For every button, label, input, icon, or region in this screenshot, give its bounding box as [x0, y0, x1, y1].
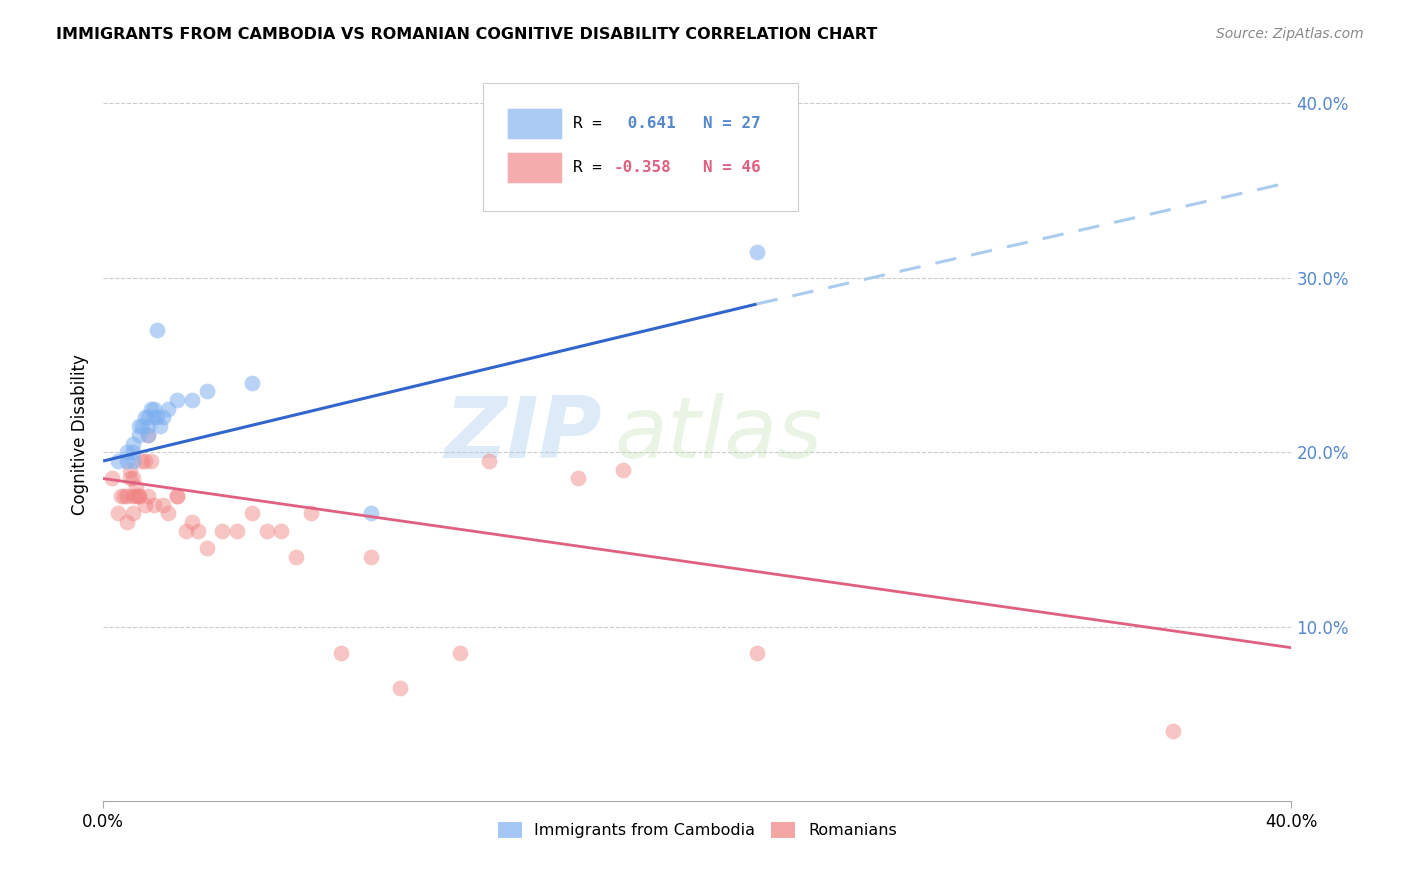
- Point: [211, 524, 233, 538]
- Point: [134, 410, 156, 425]
- Point: [745, 244, 768, 259]
- Point: [166, 392, 188, 407]
- Text: N = 46: N = 46: [703, 160, 761, 175]
- Point: [176, 524, 198, 538]
- Point: [478, 454, 501, 468]
- Point: [142, 498, 165, 512]
- Point: [225, 524, 247, 538]
- Point: [131, 454, 153, 468]
- Point: [136, 428, 159, 442]
- Point: [195, 541, 218, 556]
- Point: [134, 498, 156, 512]
- Point: [145, 410, 167, 425]
- Point: [115, 489, 138, 503]
- Point: [285, 549, 308, 564]
- Point: [136, 489, 159, 503]
- Point: [389, 681, 412, 695]
- Point: [128, 419, 150, 434]
- FancyBboxPatch shape: [508, 152, 562, 183]
- Point: [136, 428, 159, 442]
- Point: [131, 419, 153, 434]
- Point: [142, 401, 165, 416]
- Point: [256, 524, 278, 538]
- Point: [152, 498, 174, 512]
- Point: [121, 471, 143, 485]
- Point: [187, 524, 209, 538]
- Point: [139, 401, 162, 416]
- Text: ZIP: ZIP: [444, 393, 602, 476]
- Point: [240, 507, 263, 521]
- Point: [329, 646, 352, 660]
- Point: [112, 489, 135, 503]
- Point: [125, 489, 148, 503]
- Point: [121, 454, 143, 468]
- Point: [118, 463, 141, 477]
- Point: [136, 419, 159, 434]
- Point: [181, 392, 204, 407]
- Point: [299, 507, 322, 521]
- Point: [745, 646, 768, 660]
- Point: [101, 471, 124, 485]
- Point: [166, 489, 188, 503]
- Point: [148, 419, 170, 434]
- Point: [449, 646, 471, 660]
- Point: [240, 376, 263, 390]
- Text: R =: R =: [572, 116, 612, 131]
- Point: [121, 445, 143, 459]
- Point: [136, 410, 159, 425]
- Point: [360, 507, 382, 521]
- Point: [110, 489, 132, 503]
- Point: [157, 401, 180, 416]
- Text: atlas: atlas: [614, 393, 823, 476]
- Point: [157, 507, 180, 521]
- Point: [115, 454, 138, 468]
- Point: [128, 489, 150, 503]
- Point: [107, 507, 129, 521]
- FancyBboxPatch shape: [484, 83, 799, 211]
- Y-axis label: Cognitive Disability: Cognitive Disability: [72, 354, 89, 516]
- Point: [125, 480, 148, 494]
- FancyBboxPatch shape: [508, 108, 562, 139]
- Point: [121, 436, 143, 450]
- Point: [128, 489, 150, 503]
- Point: [270, 524, 292, 538]
- Point: [121, 507, 143, 521]
- Point: [115, 515, 138, 529]
- Point: [107, 454, 129, 468]
- Point: [142, 410, 165, 425]
- Text: -0.358: -0.358: [614, 160, 672, 175]
- Point: [612, 463, 634, 477]
- Point: [115, 445, 138, 459]
- Point: [152, 410, 174, 425]
- Point: [360, 549, 382, 564]
- Point: [118, 471, 141, 485]
- Point: [145, 323, 167, 337]
- Text: 0.641: 0.641: [617, 116, 675, 131]
- Point: [1161, 724, 1184, 739]
- Point: [121, 489, 143, 503]
- Text: IMMIGRANTS FROM CAMBODIA VS ROMANIAN COGNITIVE DISABILITY CORRELATION CHART: IMMIGRANTS FROM CAMBODIA VS ROMANIAN COG…: [56, 27, 877, 42]
- Point: [166, 489, 188, 503]
- Point: [128, 428, 150, 442]
- Point: [134, 454, 156, 468]
- Point: [181, 515, 204, 529]
- Text: N = 27: N = 27: [703, 116, 761, 131]
- Point: [195, 384, 218, 399]
- Legend: Immigrants from Cambodia, Romanians: Immigrants from Cambodia, Romanians: [491, 815, 903, 845]
- Text: Source: ZipAtlas.com: Source: ZipAtlas.com: [1216, 27, 1364, 41]
- Point: [139, 454, 162, 468]
- Point: [567, 471, 589, 485]
- Text: R =: R =: [572, 160, 612, 175]
